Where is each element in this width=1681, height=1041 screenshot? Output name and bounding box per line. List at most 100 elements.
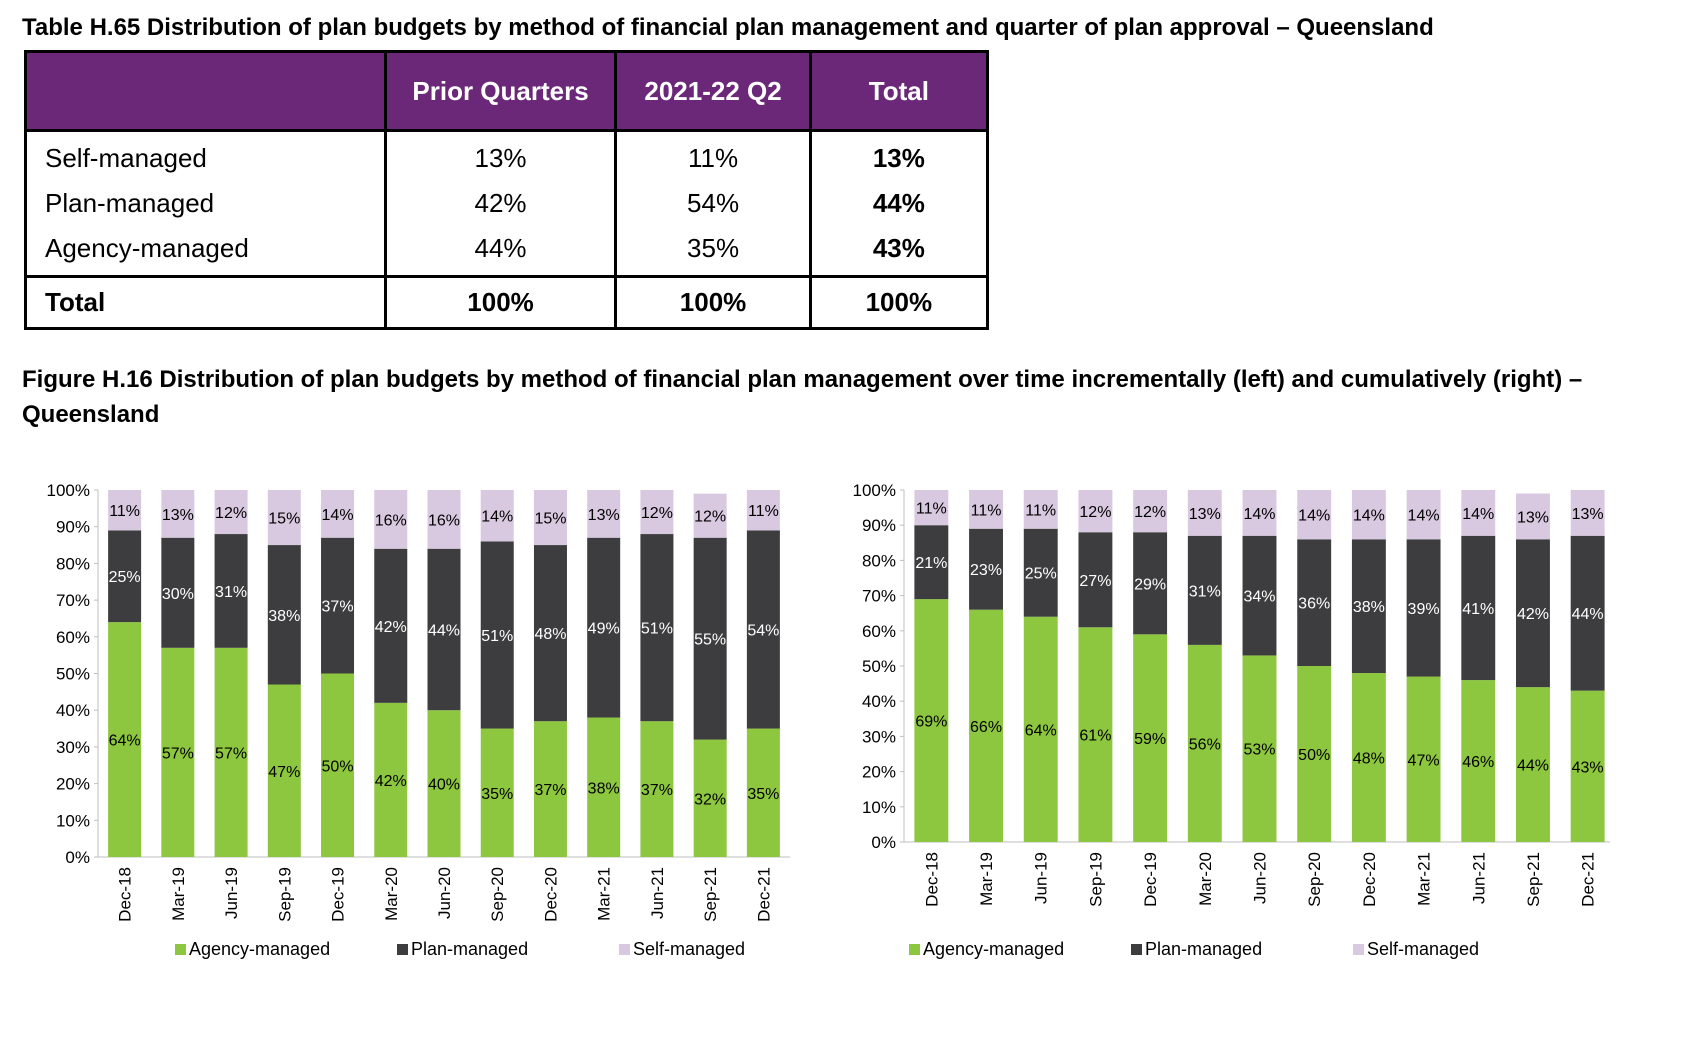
data-label-plan-managed: 38% xyxy=(268,608,300,625)
x-tick-label: Sep-19 xyxy=(275,867,294,922)
bar-segment-plan-managed xyxy=(1570,535,1605,691)
bar-segment-plan-managed xyxy=(108,530,142,623)
bar-segment-plan-managed xyxy=(321,537,355,674)
header-blank xyxy=(24,50,387,132)
bar-segment-plan-managed xyxy=(693,537,727,740)
data-label-self-managed: 11% xyxy=(916,501,947,518)
figure-title: Figure H.16 Distribution of plan budgets… xyxy=(22,366,1583,428)
bar-segment-agency-managed xyxy=(587,717,621,857)
data-label-self-managed: 11% xyxy=(748,503,779,520)
data-label-self-managed: 15% xyxy=(534,511,566,528)
data-label-plan-managed: 25% xyxy=(1025,566,1057,583)
data-label-plan-managed: 42% xyxy=(1517,606,1549,623)
header-prior-quarters: Prior Quarters xyxy=(383,50,618,132)
data-label-plan-managed: 30% xyxy=(162,586,194,603)
bar-segment-agency-managed xyxy=(1570,690,1605,842)
bar-segment-agency-managed xyxy=(914,599,949,842)
table-header-row: Prior Quarters 2021-22 Q2 Total xyxy=(24,50,990,132)
bar-segment-agency-managed xyxy=(108,622,142,857)
legend-swatch-self-managed xyxy=(619,944,630,955)
data-label-agency-managed: 66% xyxy=(970,719,1002,736)
x-tick-label: Mar-20 xyxy=(382,867,401,921)
data-label-self-managed: 14% xyxy=(1243,506,1275,523)
data-label-agency-managed: 53% xyxy=(1243,742,1275,759)
bar-segment-agency-managed xyxy=(214,647,248,857)
x-tick-label: Mar-19 xyxy=(977,852,996,906)
bar-segment-plan-managed xyxy=(969,528,1003,610)
data-label-agency-managed: 46% xyxy=(1462,754,1494,771)
data-label-plan-managed: 31% xyxy=(215,584,247,601)
data-label-self-managed: 13% xyxy=(1572,506,1604,523)
data-label-self-managed: 12% xyxy=(694,509,726,526)
cell-prior: 44% xyxy=(383,226,618,277)
bar-segment-plan-managed xyxy=(1242,535,1277,656)
bar-segment-plan-managed xyxy=(1297,539,1332,666)
data-label-self-managed: 12% xyxy=(1134,504,1166,521)
x-tick-label: Jun-19 xyxy=(222,867,241,919)
legend-label-self-managed: Self-managed xyxy=(633,939,745,959)
data-label-plan-managed: 38% xyxy=(1353,599,1385,616)
data-label-agency-managed: 44% xyxy=(1517,758,1549,775)
table-row-plan-managed: Plan-managed 42% 54% 44% xyxy=(24,181,990,226)
legend-swatch-agency-managed xyxy=(909,944,920,955)
y-tick-label: 100% xyxy=(853,481,896,500)
table-row-self-managed: Self-managed 13% 11% 13% xyxy=(24,130,990,181)
data-label-self-managed: 11% xyxy=(1025,502,1056,519)
legend-label-plan-managed: Plan-managed xyxy=(411,939,528,959)
cell-total: 43% xyxy=(808,226,990,277)
y-tick-label: 90% xyxy=(862,516,896,535)
data-label-self-managed: 14% xyxy=(1298,508,1330,525)
data-label-self-managed: 12% xyxy=(641,505,673,522)
bar-segment-plan-managed xyxy=(1187,535,1222,645)
data-label-agency-managed: 40% xyxy=(428,777,460,794)
bar-segment-agency-managed xyxy=(1187,644,1222,842)
bar-segment-agency-managed xyxy=(1516,687,1550,842)
x-tick-label: Jun-21 xyxy=(648,867,667,919)
bar-segment-plan-managed xyxy=(914,525,949,600)
y-tick-label: 80% xyxy=(862,551,896,570)
data-label-agency-managed: 37% xyxy=(534,782,566,799)
cumulative-chart: 0% 10% 20% 30% 40% 50% 60% 70% 80% 90% 100% 69% 21% 1… xyxy=(853,481,1610,959)
bar-segment-self-managed xyxy=(1187,490,1222,536)
bar-segment-plan-managed xyxy=(1133,532,1168,635)
x-tick-label: Sep-21 xyxy=(1524,852,1543,907)
data-label-self-managed: 12% xyxy=(1079,504,1111,521)
data-label-agency-managed: 47% xyxy=(268,764,300,781)
x-tick-label: Dec-21 xyxy=(754,867,773,922)
bar-segment-plan-managed xyxy=(533,545,567,722)
bar-segment-self-managed xyxy=(108,490,142,531)
data-label-agency-managed: 57% xyxy=(215,745,247,762)
data-label-plan-managed: 54% xyxy=(747,622,779,639)
cell-q2: 11% xyxy=(614,130,812,181)
bar-segment-plan-managed xyxy=(587,537,621,718)
legend-label-agency-managed: Agency-managed xyxy=(189,939,330,959)
data-label-self-managed: 13% xyxy=(588,507,620,524)
bar-segment-plan-managed xyxy=(267,545,301,685)
y-tick-label: 40% xyxy=(56,701,90,720)
y-tick-label: 20% xyxy=(862,763,896,782)
header-total: Total xyxy=(808,50,990,132)
bar-segment-agency-managed xyxy=(161,647,195,857)
data-label-agency-managed: 59% xyxy=(1134,731,1166,748)
data-label-plan-managed: 27% xyxy=(1079,573,1111,590)
bar-segment-self-managed xyxy=(321,490,355,538)
data-label-agency-managed: 37% xyxy=(641,782,673,799)
data-label-self-managed: 14% xyxy=(322,507,354,524)
bar-segment-plan-managed xyxy=(1516,539,1550,688)
bar-segment-agency-managed xyxy=(1242,655,1277,842)
x-tick-label: Sep-20 xyxy=(488,867,507,922)
x-tick-label: Jun-21 xyxy=(1469,852,1488,904)
bar-segment-self-managed xyxy=(746,490,780,531)
x-tick-label: Jun-19 xyxy=(1032,852,1051,904)
bar-segment-agency-managed xyxy=(1133,634,1168,842)
data-label-plan-managed: 29% xyxy=(1134,576,1166,593)
data-label-plan-managed: 42% xyxy=(375,619,407,636)
bar-segment-agency-managed xyxy=(969,609,1003,842)
data-label-plan-managed: 39% xyxy=(1408,601,1440,618)
x-tick-label: Jun-20 xyxy=(435,867,454,919)
bar-segment-agency-managed xyxy=(1023,616,1058,842)
x-tick-label: Dec-19 xyxy=(1141,852,1160,907)
y-tick-label: 0% xyxy=(871,833,896,852)
y-tick-label: 20% xyxy=(56,775,90,794)
data-label-plan-managed: 44% xyxy=(1572,606,1604,623)
